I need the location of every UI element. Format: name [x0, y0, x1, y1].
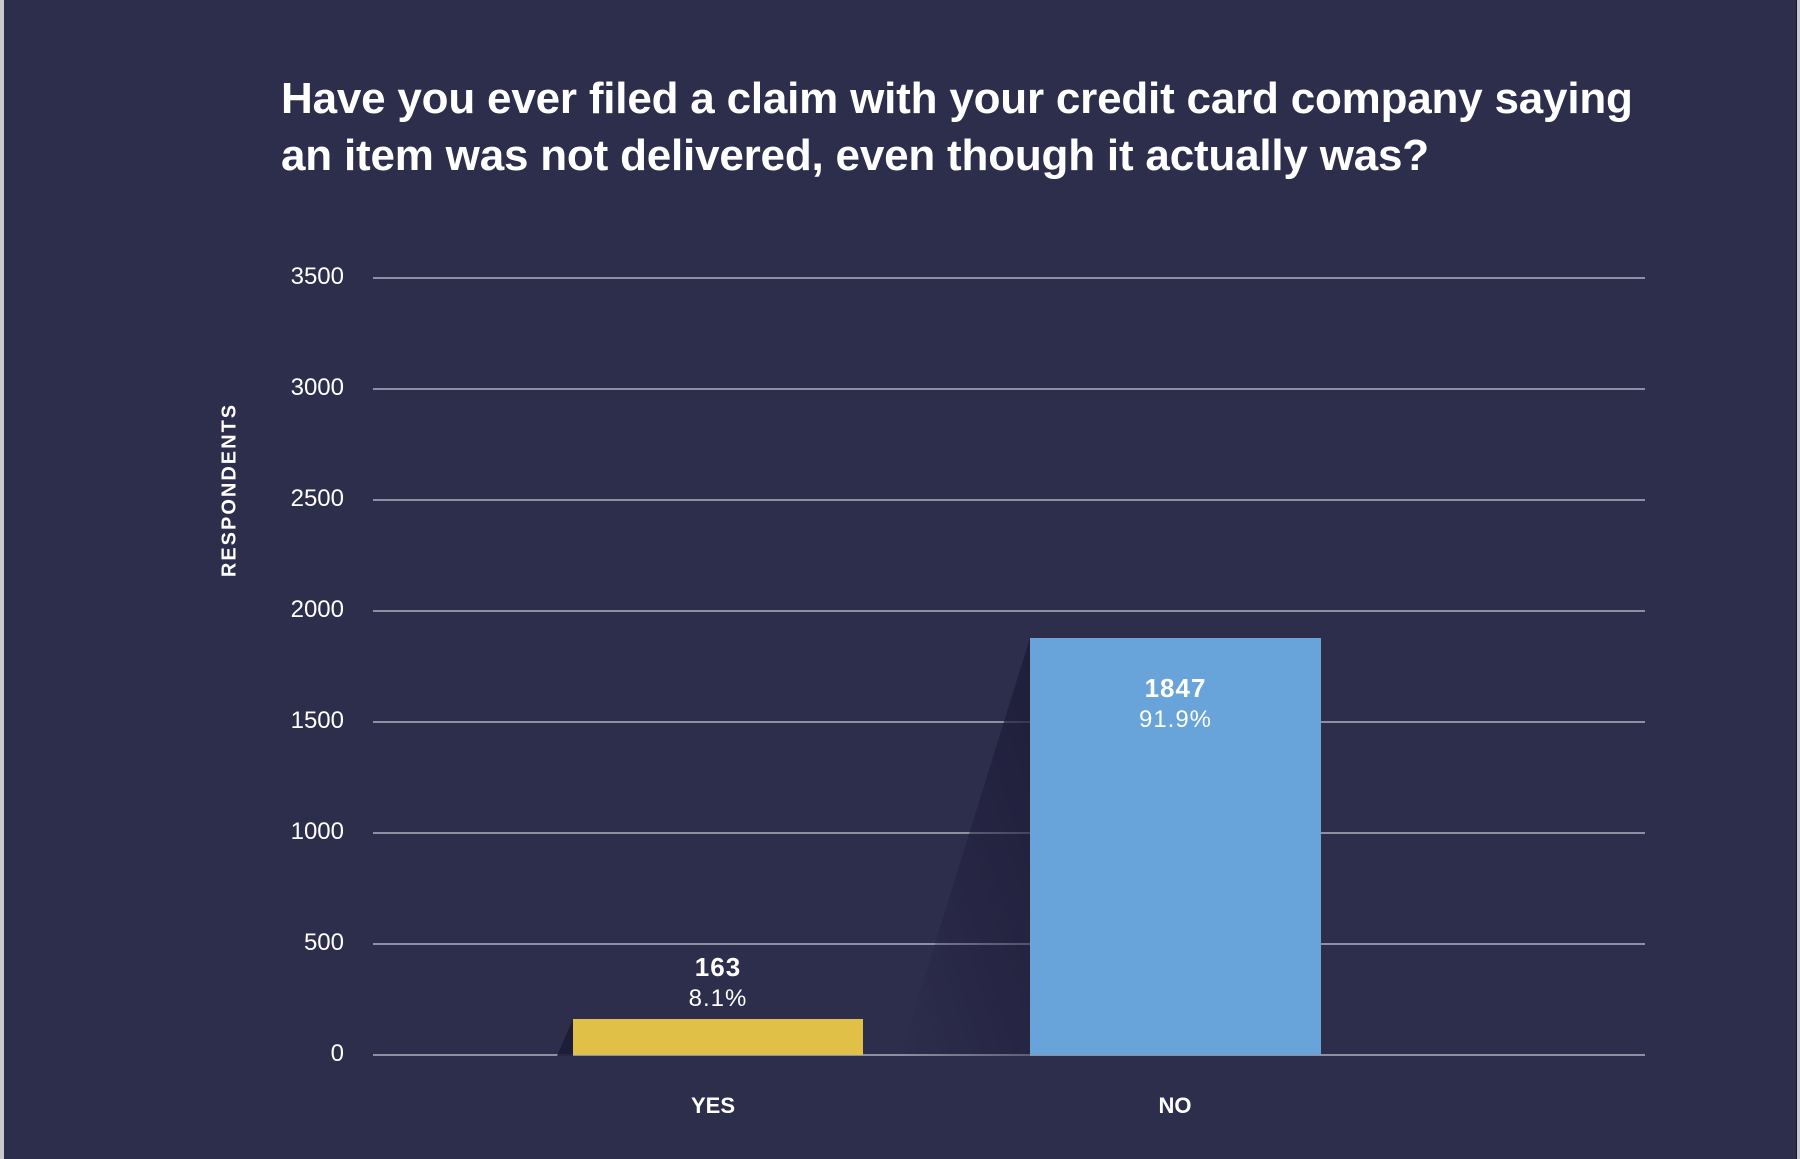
gridline-0 [373, 1054, 1645, 1056]
y-tick-label: 1500 [290, 707, 344, 734]
gridline-1000 [373, 832, 1645, 834]
y-axis-title: RESPONDENTS [218, 402, 241, 578]
y-tick-label: 3000 [290, 374, 344, 401]
y-tick-label: 2500 [290, 485, 344, 512]
y-tick-label: 1000 [290, 818, 344, 845]
bar-percent-no: 91.9% [1138, 706, 1213, 733]
gridline-2500 [373, 499, 1645, 501]
bar-label-no: 1847 91.9% [1030, 672, 1321, 736]
bar-no[interactable] [1030, 638, 1321, 1055]
bar-yes[interactable] [573, 1019, 863, 1055]
gridline-2000 [373, 610, 1645, 612]
bar-count-no: 1847 [1144, 673, 1207, 703]
gridline-500 [373, 943, 1645, 945]
gridline-3000 [373, 388, 1645, 390]
bar-label-yes: 163 8.1% [573, 951, 863, 1015]
y-tick-label: 3500 [290, 263, 344, 290]
window-border-right [1796, 0, 1800, 1159]
y-tick-label: 2000 [290, 596, 344, 623]
gridline-1500 [373, 721, 1645, 723]
y-tick-label: 500 [303, 929, 344, 956]
window-border-left [0, 0, 4, 1159]
y-tick-label: 0 [330, 1040, 344, 1067]
x-category-label-no: NO [1158, 1093, 1192, 1118]
gridline-3500 [373, 277, 1645, 279]
x-category-label-yes: YES [690, 1093, 736, 1118]
chart-title: Have you ever filed a claim with your cr… [281, 74, 1633, 180]
bar-percent-yes: 8.1% [688, 985, 748, 1012]
bar-count-yes: 163 [694, 952, 742, 982]
